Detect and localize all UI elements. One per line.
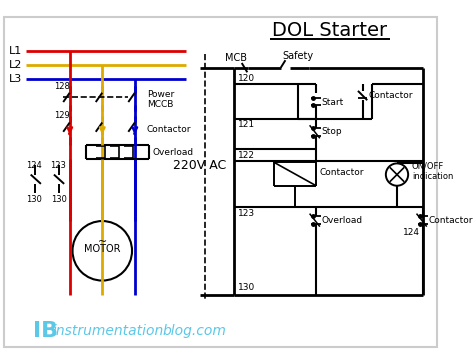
Text: Start: Start [322,98,344,107]
Text: IB: IB [33,321,58,341]
Text: Safety: Safety [283,51,314,62]
Text: Contactor: Contactor [147,126,191,134]
Text: 124: 124 [402,228,419,237]
Text: 130: 130 [51,195,67,204]
Text: L3: L3 [9,74,23,84]
Text: MCB: MCB [225,54,247,63]
Circle shape [73,221,132,281]
Text: blog.com: blog.com [163,324,227,338]
Text: Contactor: Contactor [368,91,413,100]
Text: ON/OFF
indication: ON/OFF indication [412,161,453,181]
Text: DOL Starter: DOL Starter [273,21,388,40]
Text: Overload: Overload [322,215,363,225]
Text: L2: L2 [9,60,23,70]
Text: Contactor: Contactor [428,215,473,225]
Text: 220V AC: 220V AC [173,159,227,172]
Text: 128: 128 [54,82,70,91]
Text: 130: 130 [238,284,255,293]
Text: Contactor: Contactor [320,168,365,177]
Text: 130: 130 [26,195,42,204]
Text: 129: 129 [54,111,70,120]
Text: 123: 123 [238,209,255,218]
Text: 122: 122 [238,151,255,161]
Text: Stop: Stop [322,127,342,136]
Text: MOTOR: MOTOR [84,244,120,254]
FancyBboxPatch shape [4,16,437,348]
Text: instrumentation: instrumentation [53,324,164,338]
Circle shape [386,163,408,186]
Text: Power
MCCB: Power MCCB [147,90,174,109]
Text: Overload: Overload [153,148,193,157]
Text: ~: ~ [98,237,107,246]
Text: L1: L1 [9,46,23,56]
Text: 124: 124 [26,161,42,170]
Text: 120: 120 [238,74,255,83]
Text: 121: 121 [238,120,255,129]
Text: 123: 123 [50,161,66,170]
